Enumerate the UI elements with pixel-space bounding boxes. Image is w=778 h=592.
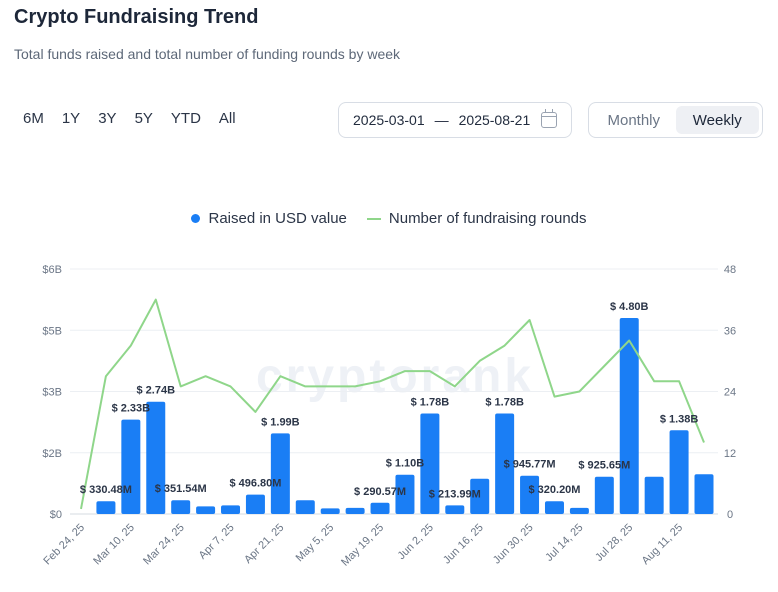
bar: [420, 413, 440, 514]
x-tick-label: Jun 16, 25: [441, 522, 486, 567]
date-range-picker[interactable]: 2025-03-01 — 2025-08-21: [338, 102, 572, 138]
data-label: $ 945.77M: [504, 459, 556, 471]
bar: [694, 474, 714, 514]
x-tick-label: Feb 24, 25: [41, 522, 87, 568]
x-tick-label: Jun 2, 25: [396, 522, 436, 562]
bar: [171, 500, 191, 514]
bar: [619, 318, 639, 514]
x-tick-label: Jul 14, 25: [543, 522, 585, 564]
x-tick-label: Mar 24, 25: [141, 522, 187, 568]
bar: [345, 507, 365, 514]
bar: [445, 505, 465, 514]
bar: [470, 478, 490, 514]
legend-label-rounds: Number of fundraising rounds: [388, 210, 587, 227]
bar: [669, 430, 689, 514]
bar: [121, 419, 141, 514]
range-5y-button[interactable]: 5Y: [134, 110, 153, 127]
bar: [196, 506, 216, 514]
data-label: $ 4.80B: [610, 301, 649, 313]
y-right-tick-label: 36: [724, 325, 736, 337]
data-label: $ 1.99B: [261, 416, 300, 428]
y-left-tick-label: $6B: [42, 264, 62, 276]
x-tick-label: Aug 11, 25: [640, 522, 686, 568]
bar: [644, 476, 664, 514]
legend-line-icon: [366, 217, 381, 220]
range-all-button[interactable]: All: [218, 110, 236, 127]
data-label: $ 1.78B: [411, 396, 450, 408]
y-right-tick-label: 48: [724, 264, 736, 276]
bar: [221, 505, 241, 514]
data-label: $ 330.48M: [80, 484, 132, 496]
x-tick-label: Jun 30, 25: [491, 522, 536, 567]
data-label: $ 1.78B: [485, 396, 524, 408]
bar: [270, 433, 290, 514]
legend-label-raised: Raised in USD value: [208, 210, 347, 227]
y-right-tick-label: 12: [724, 448, 736, 460]
x-tick-label: Apr 7, 25: [197, 522, 237, 562]
x-tick-label: May 19, 25: [339, 522, 386, 569]
date-separator: —: [434, 112, 449, 128]
rounds-line: [80, 298, 705, 510]
bar: [146, 401, 166, 514]
chart-legend: Raised in USD value Number of fundraisin…: [0, 210, 778, 227]
page-title: Crypto Fundraising Trend: [14, 6, 259, 28]
range-6m-button[interactable]: 6M: [23, 110, 44, 127]
x-tick-label: Apr 21, 25: [242, 522, 286, 566]
x-tick-label: Mar 10, 25: [91, 522, 137, 568]
monthly-button[interactable]: Monthly: [607, 111, 661, 129]
legend-item-rounds[interactable]: Number of fundraising rounds: [366, 210, 587, 227]
bar: [495, 413, 515, 514]
data-label: $ 320.20M: [528, 484, 580, 496]
range-3y-button[interactable]: 3Y: [98, 110, 117, 127]
y-left-tick-label: $0: [50, 509, 62, 521]
bar: [295, 500, 315, 514]
page-subtitle: Total funds raised and total number of f…: [14, 46, 401, 62]
date-start: 2025-03-01: [353, 112, 425, 128]
weekly-button[interactable]: Weekly: [675, 106, 759, 134]
bar: [96, 501, 116, 514]
calendar-icon[interactable]: [541, 109, 557, 128]
range-1y-button[interactable]: 1Y: [61, 110, 81, 127]
data-label: $ 351.54M: [155, 483, 207, 495]
y-left-tick-label: $2B: [42, 448, 62, 460]
data-label: $ 290.57M: [354, 486, 406, 498]
bar: [544, 501, 564, 514]
interval-toggle: Monthly Weekly: [588, 102, 763, 138]
data-label: $ 2.33B: [112, 403, 151, 415]
y-right-tick-label: 24: [724, 387, 736, 399]
date-end: 2025-08-21: [458, 112, 531, 128]
data-label: $ 2.74B: [136, 385, 175, 397]
bar: [520, 475, 540, 514]
bar: [370, 502, 390, 514]
data-label: $ 213.99M: [429, 488, 481, 500]
bar: [569, 507, 589, 514]
y-right-tick-label: 0: [727, 509, 733, 521]
range-selector: 6M 1Y 3Y 5Y YTD All: [14, 108, 245, 129]
data-label: $ 1.10B: [386, 458, 425, 470]
legend-dot-icon: [191, 214, 201, 223]
data-label: $ 925.65M: [578, 460, 630, 472]
range-ytd-button[interactable]: YTD: [170, 110, 201, 127]
bar: [594, 476, 614, 514]
y-left-tick-label: $5B: [42, 325, 62, 337]
bar: [320, 508, 340, 514]
x-tick-label: Jul 28, 25: [593, 522, 635, 564]
data-label: $ 1.38B: [660, 413, 699, 425]
bar: [395, 474, 415, 514]
watermark: cryptorank: [256, 350, 534, 403]
data-label: $ 496.80M: [229, 478, 281, 490]
y-left-tick-label: $3B: [42, 387, 62, 399]
bar: [245, 494, 265, 514]
x-tick-label: May 5, 25: [294, 522, 337, 565]
legend-item-raised[interactable]: Raised in USD value: [191, 210, 347, 227]
